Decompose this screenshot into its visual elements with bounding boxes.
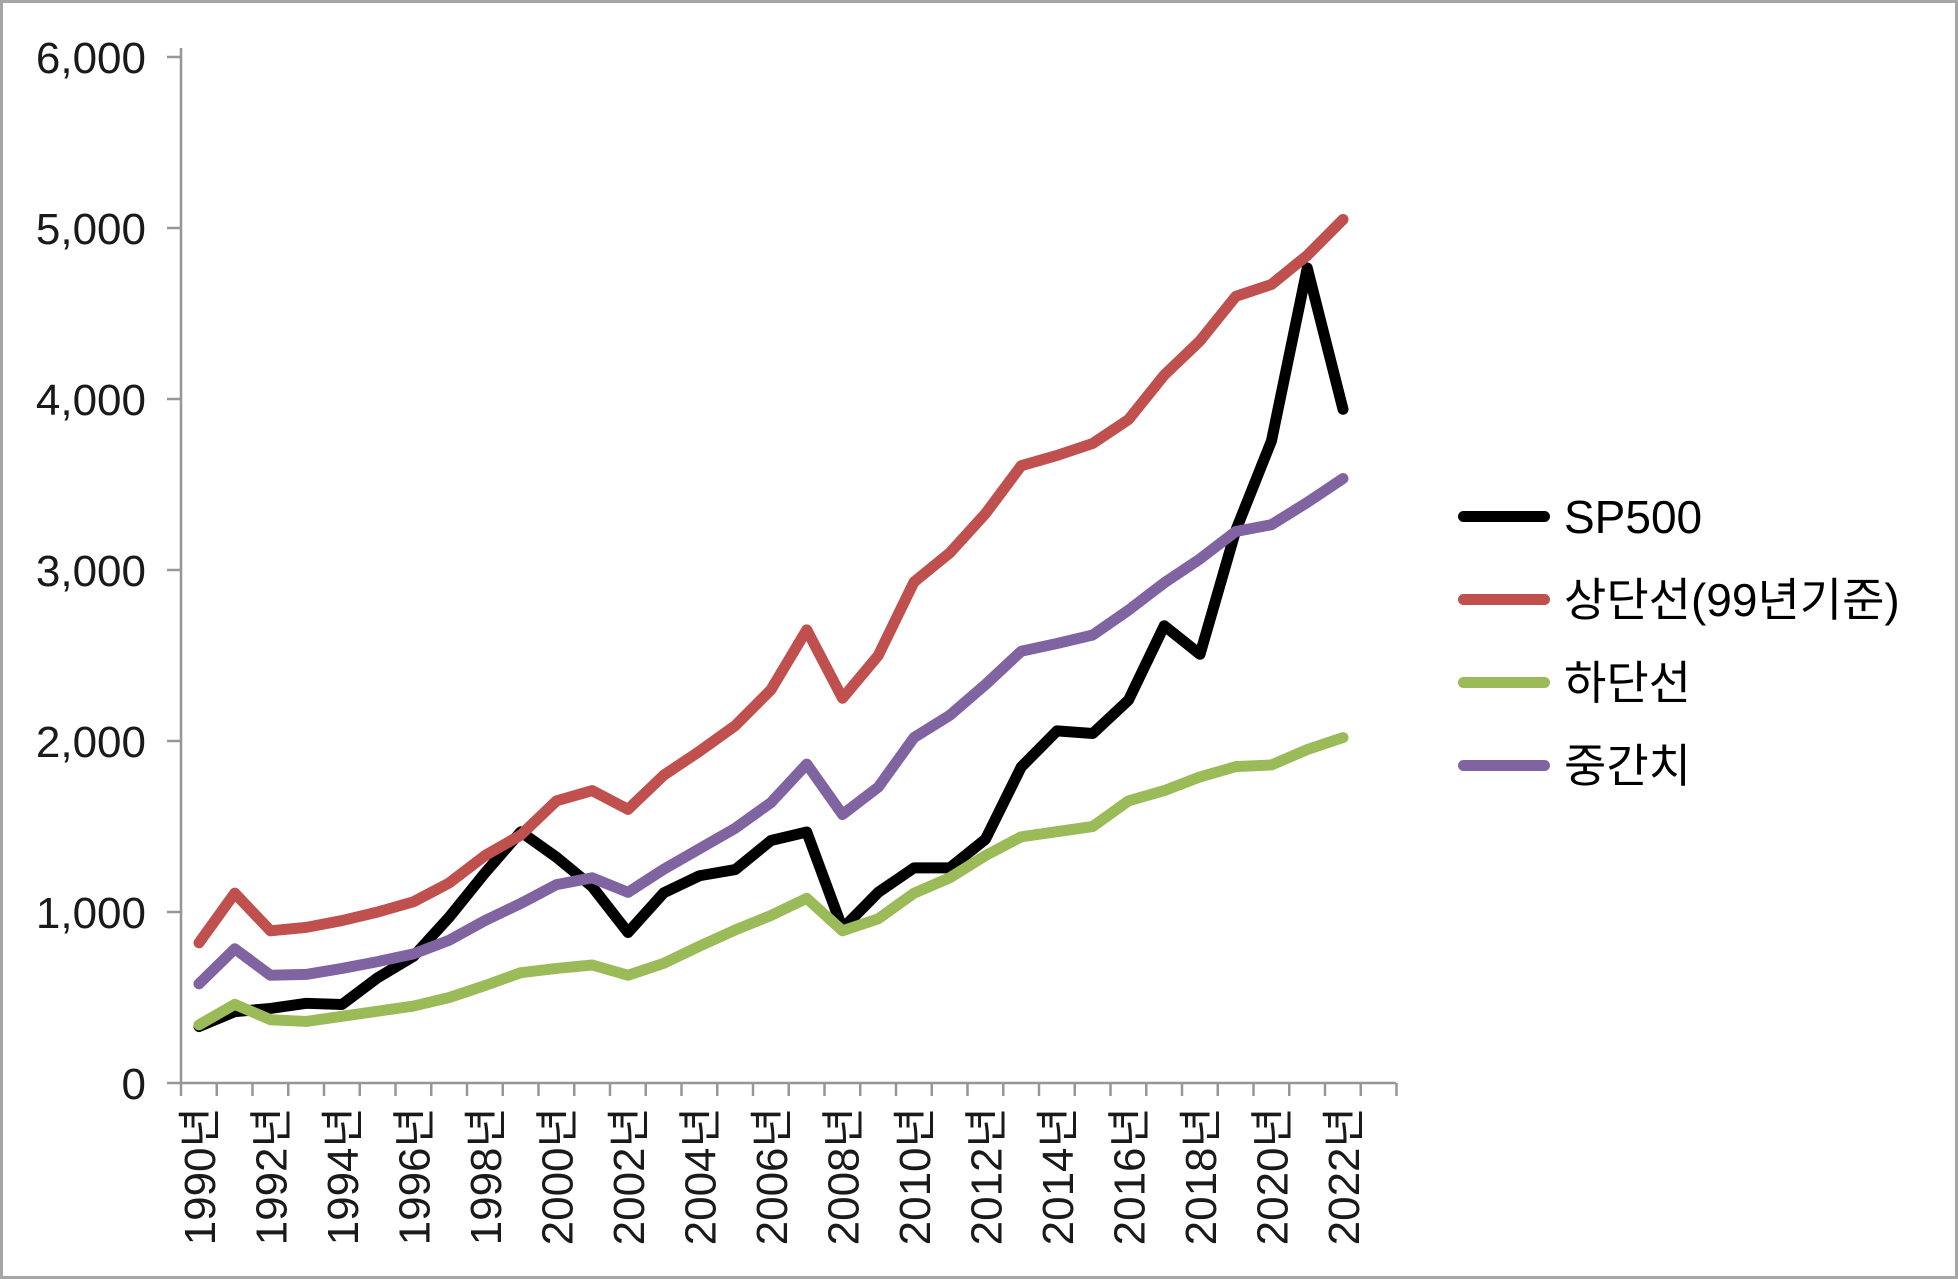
legend-label-lower-band: 하단선	[1564, 656, 1691, 709]
series-line-SP500	[193, 262, 1349, 1033]
x-axis-tick-label: 2020년	[1249, 1107, 1298, 1245]
legend-label-sp500: SP500	[1564, 490, 1703, 543]
x-axis-tick-label: 2008년	[820, 1107, 869, 1245]
y-axis-tick-label: 5,000	[36, 205, 146, 254]
x-axis-tick-label: 1998년	[462, 1107, 511, 1245]
x-axis-tick-label: 2014년	[1034, 1107, 1083, 1245]
series-line-상단선(99년기준)	[193, 213, 1349, 949]
x-axis-tick-label: 2022년	[1320, 1107, 1369, 1245]
legend-line-swatch-lower-band	[1458, 677, 1550, 688]
legend-item-upper-band: 상단선(99년기준)	[1458, 558, 1900, 641]
x-axis-tick-label: 2006년	[748, 1107, 797, 1245]
x-axis-tick-label: 1994년	[319, 1107, 368, 1245]
x-axis-tick-label: 2004년	[677, 1107, 726, 1245]
legend: SP500 상단선(99년기준) 하단선 중간치	[1458, 475, 1900, 807]
legend-label-upper-band: 상단선(99년기준)	[1564, 573, 1900, 626]
x-axis-tick-label: 2002년	[605, 1107, 654, 1245]
y-axis-tick-label: 2,000	[36, 718, 146, 767]
x-axis-tick-label: 1996년	[391, 1107, 440, 1245]
y-axis-tick-label: 0	[122, 1060, 146, 1109]
x-axis-tick-label: 2012년	[963, 1107, 1012, 1245]
legend-label-midline: 중간치	[1564, 739, 1691, 792]
x-axis-tick-label: 2016년	[1106, 1107, 1155, 1245]
legend-item-lower-band: 하단선	[1458, 641, 1900, 724]
x-axis-tick-label: 1990년	[176, 1107, 225, 1245]
x-axis-tick-label: 1992년	[248, 1107, 297, 1245]
series-line-중간치	[193, 473, 1349, 990]
line-chart: 0 1,000 2,000 3,000 4,000 5,000 6,000 1990년 1992…	[36, 34, 1398, 1245]
x-axis-tick-label: 2018년	[1177, 1107, 1226, 1245]
series-line-하단선	[193, 732, 1349, 1031]
y-axis-tick-label: 6,000	[36, 34, 146, 83]
legend-line-swatch-midline	[1458, 760, 1550, 771]
y-axis-tick-label: 4,000	[36, 376, 146, 425]
x-axis-tick-label: 2000년	[534, 1107, 583, 1245]
legend-line-swatch-upper-band	[1458, 594, 1550, 605]
legend-item-midline: 중간치	[1458, 724, 1900, 807]
y-axis-tick-label: 1,000	[36, 889, 146, 938]
legend-line-swatch-sp500	[1458, 511, 1550, 522]
x-axis-tick-label: 2010년	[891, 1107, 940, 1245]
legend-item-sp500: SP500	[1458, 475, 1900, 558]
y-axis-tick-label: 3,000	[36, 547, 146, 596]
